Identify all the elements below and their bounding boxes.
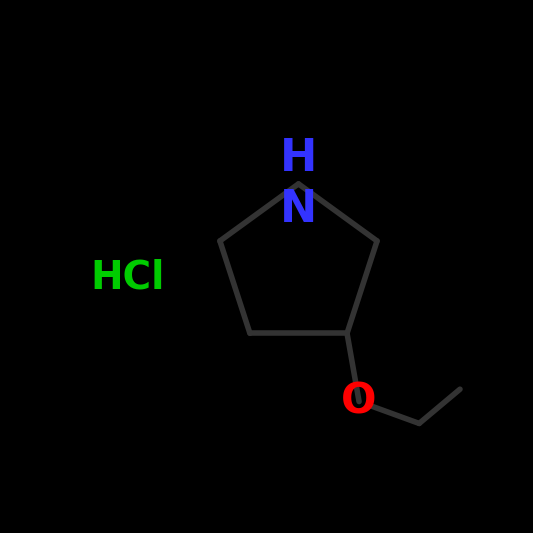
Text: O: O [341, 381, 377, 423]
Text: HCl: HCl [91, 258, 165, 296]
Text: H: H [280, 136, 317, 180]
Text: N: N [280, 188, 317, 231]
